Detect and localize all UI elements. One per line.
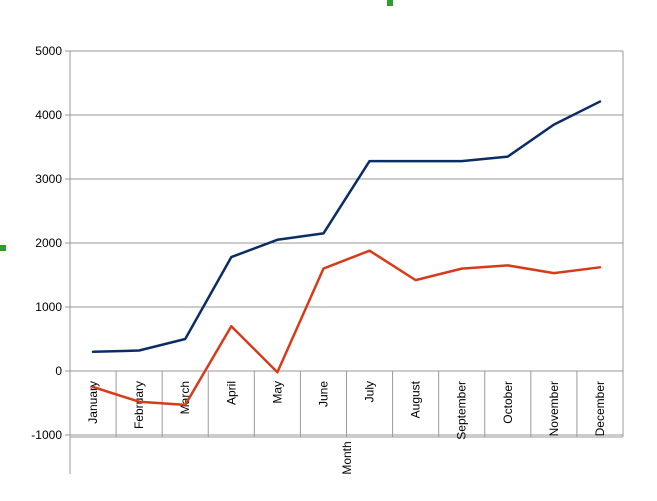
x-tick-label-january: January [86,381,100,424]
x-axis-label: Month [340,441,354,474]
y-tick-label--1000: -1000 [31,428,62,442]
x-tick-label-august: August [409,380,423,418]
x-tick-label-march: March [178,381,192,414]
x-tick-labels: January February March April May June July Augu… [86,380,607,439]
x-tick-label-december: December [593,381,607,436]
y-tick-label-3000: 3000 [35,172,62,186]
series-lines [91,100,602,407]
y-tick-label-4000: 4000 [35,108,62,122]
x-tick-label-february: February [132,381,146,429]
x-tick-label-november: November [547,381,561,436]
y-tick-label-5000: 5000 [35,44,62,58]
y-tick-label-0: 0 [55,364,62,378]
selection-handle-left[interactable] [0,245,6,251]
series-line-1 [91,100,602,354]
axes [65,50,624,474]
y-tick-labels: -1000 0 1000 2000 3000 4000 5000 [31,44,62,442]
series-line-2 [91,249,602,407]
x-tick-label-september: September [455,381,469,440]
selection-handle-top[interactable] [387,0,393,6]
x-tick-label-july: July [363,381,377,402]
x-tick-label-april: April [224,381,238,405]
x-tick-label-june: June [316,381,330,407]
y-tick-label-1000: 1000 [35,300,62,314]
x-tick-label-may: May [270,381,284,404]
y-tick-label-2000: 2000 [35,236,62,250]
x-tick-label-october: October [501,381,515,424]
